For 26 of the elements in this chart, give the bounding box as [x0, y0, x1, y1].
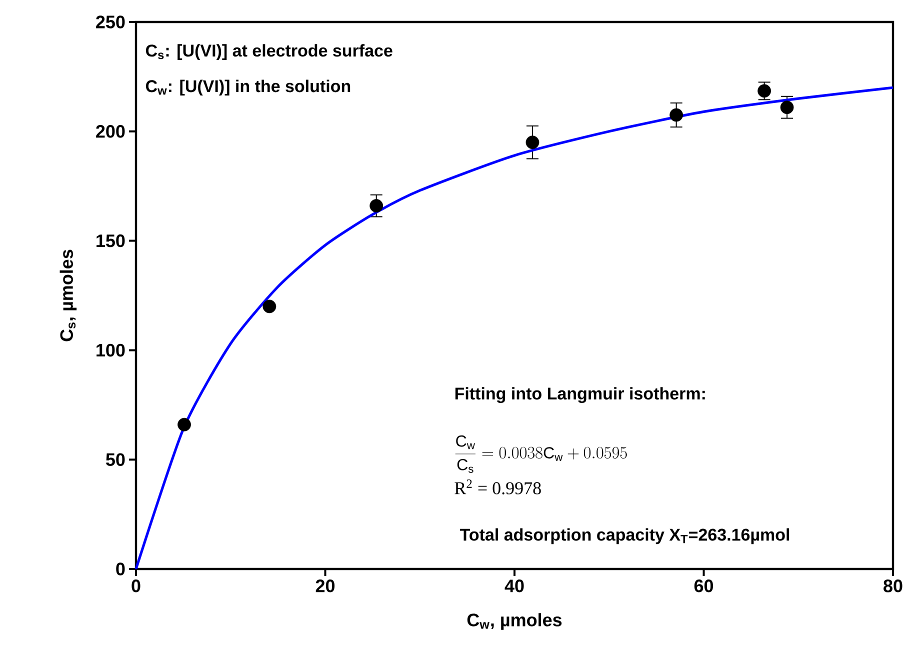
x-tick-label: 20: [316, 580, 335, 592]
x-tick-label: 40: [504, 580, 524, 592]
point: [262, 300, 276, 314]
y-tick-label: 50: [106, 453, 125, 466]
annotation: Fitting into Langmuir isotherm:: [455, 387, 705, 404]
x-tick-label: 60: [694, 580, 714, 592]
y-tick-label: 100: [96, 344, 125, 357]
point: [670, 108, 684, 122]
x-tick-label: 80: [884, 580, 902, 592]
point: [526, 136, 540, 150]
y-tick-label: 0: [116, 562, 125, 576]
point: [780, 100, 794, 114]
x-tick-label: 0: [132, 580, 140, 592]
annotation: R$^{2}$ = 0.9978: [454, 480, 541, 494]
annotation: C$_{w}$: [U(VI)] in the solution: [146, 80, 350, 96]
y-tick-label: 150: [96, 234, 125, 248]
annotation: $\frac{\mathrm{C_w}}{\mathrm{C_s}}=0.0038\mathrm{C_w}+0.0595$: [455, 435, 627, 473]
x-axis-title: C$_{w}$, µmoles: [467, 613, 562, 630]
y-tick-label: 200: [96, 125, 125, 138]
y-tick-label: 250: [96, 16, 125, 28]
point: [178, 418, 191, 432]
point: [370, 199, 384, 212]
annotation: C$_{s}$: [U(VI)] at electrode surface: [146, 44, 392, 60]
annotation: Total adsorption capacity X$_{T}$=263.16µmol: [460, 528, 790, 544]
point: [758, 84, 772, 98]
y-axis-title: C$_{s}$, µmoles: [60, 250, 77, 342]
